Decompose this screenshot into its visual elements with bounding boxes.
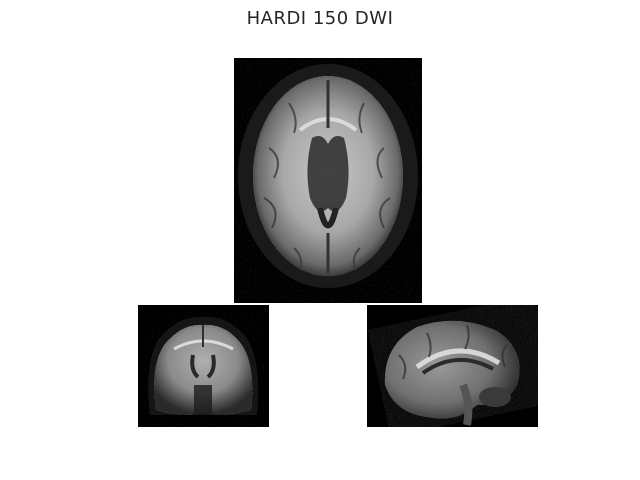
figure-title: HARDI 150 DWI: [246, 8, 394, 29]
coronal-slice-image: [138, 305, 269, 427]
sagittal-slice-image: [367, 305, 538, 427]
brain-sagittal-slice-icon: [367, 305, 538, 427]
brain-coronal-slice-icon: [138, 305, 269, 427]
axial-slice-image: [234, 58, 422, 303]
brain-axial-slice-icon: [234, 58, 422, 303]
